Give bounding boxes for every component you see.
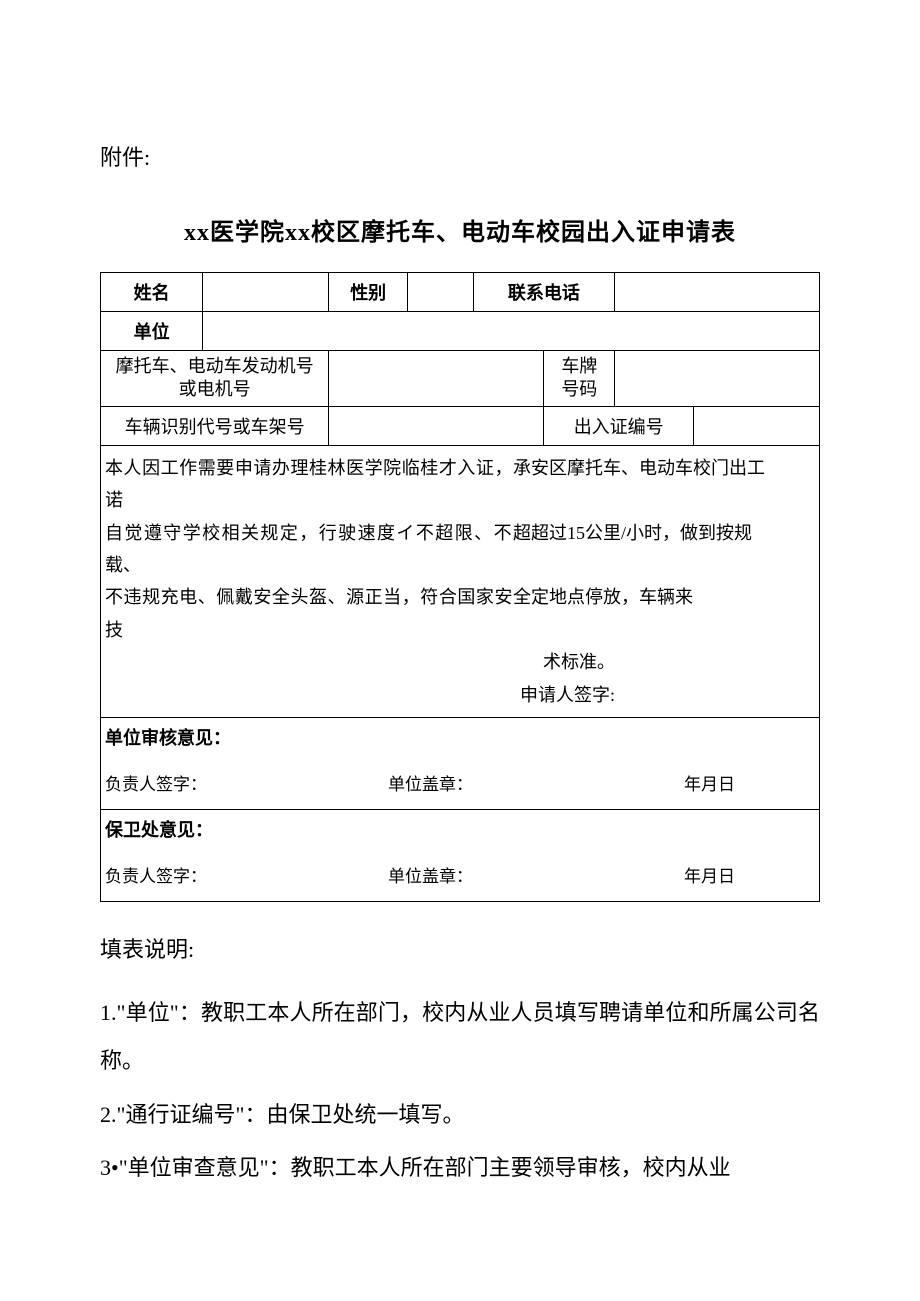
statement-l3-right: 定地点停放，车辆来 — [531, 581, 815, 613]
label-gender: 性别 — [329, 273, 408, 312]
label-permit-no: 出入证编号 — [544, 406, 694, 445]
row-engine: 摩托车、电动车发动机号 或电机号 车牌 号码 — [101, 351, 820, 407]
field-gender[interactable] — [408, 273, 473, 312]
security-sig-label: 负责人签字： — [105, 862, 207, 887]
unit-date-label: 年月日 — [684, 770, 735, 795]
statement-l2-left: 自觉遵守学校相关规定，行驶速度イ不超限、不超载、 — [105, 517, 531, 582]
unit-opinion-block: 单位审核意见： 负责人签字： 单位盖章： 年月日 — [101, 717, 820, 809]
application-form: 姓名 性别 联系电话 单位 摩托车、电动车发动机号 或电机号 车牌 号码 车辆识… — [100, 272, 820, 902]
field-engine-no[interactable] — [329, 351, 544, 407]
statement-l2-right: 超过15公里/小时，做到按规 — [531, 517, 815, 549]
instruction-3: 3•"单位审查意见"：教职工本人所在部门主要领导审核，校内从业 — [100, 1144, 820, 1192]
security-opinion-title: 保卫处意见： — [105, 816, 815, 842]
statement-block: 本人因工作需要申请办理桂林医学院临桂才入证，承诺 安区摩托车、电动车校门出工 自… — [101, 445, 820, 717]
label-plate-no: 车牌 号码 — [544, 351, 615, 407]
label-vin: 车辆识别代号或车架号 — [101, 406, 329, 445]
label-name: 姓名 — [101, 273, 203, 312]
form-title: xx医学院xx校区摩托车、电动车校园出入证申请表 — [100, 212, 820, 247]
field-unit[interactable] — [203, 312, 820, 351]
statement-l4: 术标准。 — [105, 646, 815, 678]
unit-stamp-label: 单位盖章： — [388, 770, 473, 795]
instructions-title: 填表说明: — [100, 932, 820, 964]
unit-sig-label: 负责人签字： — [105, 770, 207, 795]
unit-opinion-sig-row: 负责人签字： 单位盖章： 年月日 — [105, 770, 815, 803]
label-engine-no: 摩托车、电动车发动机号 或电机号 — [101, 351, 329, 407]
row-security-opinion: 保卫处意见： 负责人签字： 单位盖章： 年月日 — [101, 809, 820, 901]
security-stamp-label: 单位盖章： — [388, 862, 473, 887]
attachment-label: 附件: — [100, 140, 820, 172]
label-unit: 单位 — [101, 312, 203, 351]
row-statement: 本人因工作需要申请办理桂林医学院临桂才入证，承诺 安区摩托车、电动车校门出工 自… — [101, 445, 820, 717]
field-vin[interactable] — [329, 406, 544, 445]
instruction-2: 2."通行证编号"：由保卫处统一填写。 — [100, 1091, 820, 1139]
instruction-1: 1."单位"：教职工本人所在部门，校内从业人员填写聘请单位和所属公司名称。 — [100, 989, 820, 1086]
field-permit-no[interactable] — [693, 406, 819, 445]
row-personal: 姓名 性别 联系电话 — [101, 273, 820, 312]
statement-l3-left: 不违规充电、佩戴安全头盔、源正当，符合国家安全技 — [105, 581, 531, 646]
security-opinion-sig-row: 负责人签字： 单位盖章： 年月日 — [105, 862, 815, 895]
statement-l1-right: 安区摩托车、电动车校门出工 — [531, 452, 815, 484]
security-opinion-block: 保卫处意见： 负责人签字： 单位盖章： 年月日 — [101, 809, 820, 901]
unit-opinion-title: 单位审核意见： — [105, 724, 815, 750]
field-phone[interactable] — [615, 273, 820, 312]
statement-l1-left: 本人因工作需要申请办理桂林医学院临桂才入证，承诺 — [105, 452, 531, 517]
row-unit: 单位 — [101, 312, 820, 351]
row-unit-opinion: 单位审核意见： 负责人签字： 单位盖章： 年月日 — [101, 717, 820, 809]
field-plate-no[interactable] — [615, 351, 820, 407]
field-name[interactable] — [203, 273, 329, 312]
security-date-label: 年月日 — [684, 862, 735, 887]
label-phone: 联系电话 — [473, 273, 615, 312]
statement-signer: 申请人签字: — [105, 679, 815, 711]
row-vin: 车辆识别代号或车架号 出入证编号 — [101, 406, 820, 445]
